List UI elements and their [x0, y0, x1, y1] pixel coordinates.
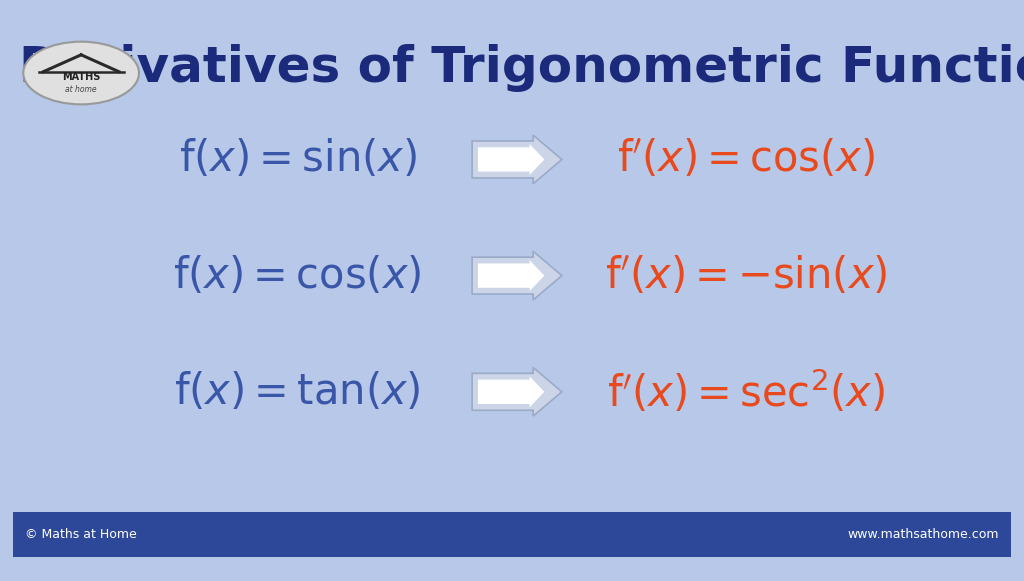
- Text: $\mathsf{f'(}\mathit{x}\mathsf{) = cos(}\mathit{x}\mathsf{)}$: $\mathsf{f'(}\mathit{x}\mathsf{) = cos(}…: [617, 138, 876, 181]
- Polygon shape: [478, 260, 545, 291]
- Polygon shape: [478, 376, 545, 407]
- Text: at home: at home: [66, 85, 97, 94]
- Text: $\mathsf{f'(}\mathit{x}\mathsf{) = sec^{2}(}\mathit{x}\mathsf{)}$: $\mathsf{f'(}\mathit{x}\mathsf{) = sec^{…: [607, 368, 886, 415]
- Text: www.mathsathome.com: www.mathsathome.com: [847, 528, 998, 541]
- Text: $\mathsf{f(}\mathit{x}\mathsf{) = cos(}\mathit{x}\mathsf{)}$: $\mathsf{f(}\mathit{x}\mathsf{) = cos(}\…: [173, 254, 422, 297]
- Polygon shape: [472, 135, 562, 184]
- Text: MATHS: MATHS: [61, 72, 100, 82]
- Polygon shape: [472, 368, 562, 416]
- Text: $\mathsf{f(}\mathit{x}\mathsf{) = sin(}\mathit{x}\mathsf{)}$: $\mathsf{f(}\mathit{x}\mathsf{) = sin(}\…: [178, 138, 417, 181]
- Polygon shape: [478, 144, 545, 175]
- Polygon shape: [472, 252, 562, 300]
- Text: © Maths at Home: © Maths at Home: [26, 528, 137, 541]
- Text: $\mathsf{f(}\mathit{x}\mathsf{) = tan(}\mathit{x}\mathsf{)}$: $\mathsf{f(}\mathit{x}\mathsf{) = tan(}\…: [174, 371, 421, 413]
- Bar: [13, 512, 1011, 557]
- Circle shape: [24, 42, 139, 105]
- Text: $\mathsf{f'(}\mathit{x}\mathsf{) = {-}sin(}\mathit{x}\mathsf{)}$: $\mathsf{f'(}\mathit{x}\mathsf{) = {-}si…: [605, 254, 888, 297]
- Text: Derivatives of Trigonometric Functions: Derivatives of Trigonometric Functions: [19, 44, 1024, 92]
